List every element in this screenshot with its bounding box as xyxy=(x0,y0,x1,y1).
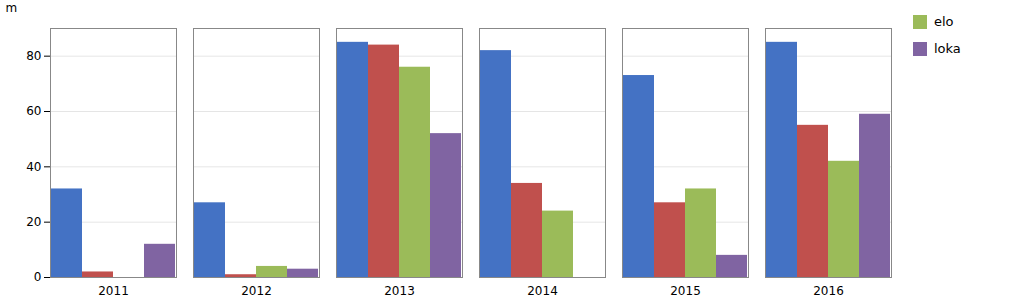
svg-text:80: 80 xyxy=(26,49,41,63)
svg-text:2012: 2012 xyxy=(241,284,272,298)
svg-text:m: m xyxy=(6,1,18,15)
svg-text:60: 60 xyxy=(26,104,41,118)
svg-text:2011: 2011 xyxy=(98,284,129,298)
svg-text:20: 20 xyxy=(26,215,41,229)
html-text:loka: loka xyxy=(934,41,961,56)
svg-text:2014: 2014 xyxy=(527,284,558,298)
html-text:elo: elo xyxy=(934,14,954,29)
svg-text:40: 40 xyxy=(26,160,41,174)
svg-text:2013: 2013 xyxy=(384,284,415,298)
svg-text:0: 0 xyxy=(34,270,42,284)
svg-text:2016: 2016 xyxy=(813,284,844,298)
svg-text:2015: 2015 xyxy=(670,284,701,298)
